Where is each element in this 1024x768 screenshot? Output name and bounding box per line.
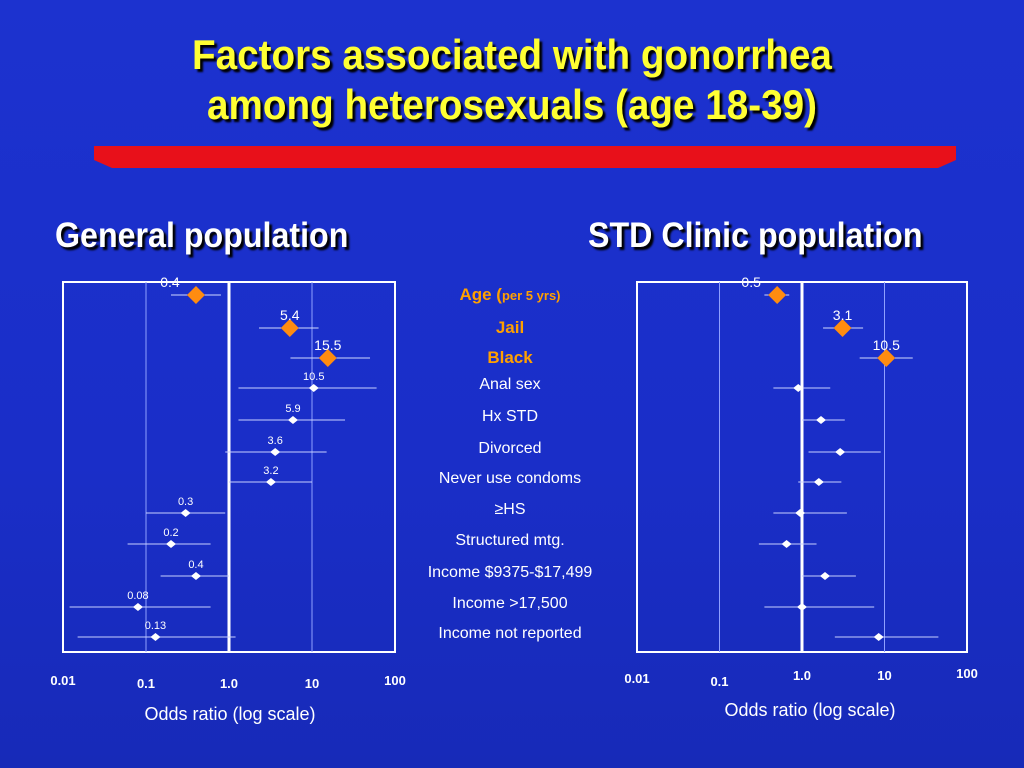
general-data-label: 5.9 (285, 403, 300, 415)
risk-factor-label: Age (per 5 yrs) (459, 285, 560, 304)
clinic-data-label: 10.5 (873, 337, 900, 353)
risk-factor-label: Income $9375-$17,499 (428, 564, 593, 581)
risk-factor-label: Anal sex (479, 376, 540, 393)
general-data-label: 0.4 (188, 559, 203, 571)
general-estimate-marker (190, 572, 201, 580)
general-estimate-marker (265, 478, 276, 486)
risk-factor-label-main: Income >17,500 (452, 595, 567, 612)
risk-factor-label-main: Structured mtg. (455, 532, 564, 549)
risk-factor-label-main: Divorced (478, 440, 541, 457)
general-data-label: 0.08 (127, 590, 148, 602)
risk-factor-label: Jail (496, 318, 524, 337)
risk-factor-label-small: per 5 yrs) (502, 288, 561, 303)
general-x-tick-label: 1.0 (220, 676, 238, 691)
general-data-label: 5.4 (280, 307, 300, 323)
clinic-estimate-marker (795, 509, 806, 517)
title-underline-bar (94, 146, 956, 168)
slide-title: Factors associated with gonorrhea among … (41, 30, 983, 130)
clinic-x-tick-label: 0.1 (710, 674, 728, 689)
risk-factor-label: Structured mtg. (455, 532, 564, 549)
general-x-tick-label: 0.1 (137, 676, 155, 691)
general-data-label: 0.2 (163, 527, 178, 539)
std-clinic-population-heading: STD Clinic population (588, 216, 923, 255)
general-estimate-marker (165, 540, 176, 548)
general-estimate-marker (308, 384, 319, 392)
clinic-x-tick-label: 0.01 (624, 671, 649, 686)
risk-factor-label-main: Age ( (459, 285, 502, 304)
risk-factor-label: Never use condoms (439, 470, 581, 487)
clinic-x-tick-label: 100 (956, 666, 978, 681)
general-data-label: 0.3 (178, 496, 193, 508)
clinic-estimate-marker (877, 349, 896, 367)
clinic-estimate-marker (768, 286, 787, 304)
risk-factor-label-main: Income $9375-$17,499 (428, 564, 593, 581)
clinic-estimate-marker (819, 572, 830, 580)
slide-title-line-2: among heterosexuals (age 18-39) (207, 81, 817, 128)
clinic-estimate-marker (793, 384, 804, 392)
risk-factor-label: Divorced (478, 440, 541, 457)
general-data-label: 10.5 (303, 371, 324, 383)
clinic-estimate-marker (813, 478, 824, 486)
risk-factor-label: Hx STD (482, 408, 538, 425)
general-estimate-marker (318, 349, 337, 367)
general-estimate-marker (280, 319, 299, 337)
general-data-label: 0.4 (160, 274, 180, 290)
clinic-data-label: 0.5 (741, 274, 761, 290)
general-data-label: 3.6 (268, 435, 283, 447)
general-estimate-marker (150, 633, 161, 641)
general-estimate-marker (287, 416, 298, 424)
general-estimate-marker (132, 603, 143, 611)
risk-factor-label-main: Black (487, 348, 533, 367)
general-x-axis-label: Odds ratio (log scale) (144, 704, 315, 724)
general-data-label: 15.5 (314, 337, 341, 353)
clinic-data-label: 3.1 (833, 307, 853, 323)
general-estimate-marker (270, 448, 281, 456)
risk-factor-label-main: ≥HS (494, 501, 525, 518)
general-data-label: 3.2 (263, 465, 278, 477)
clinic-estimate-marker (816, 416, 827, 424)
general-population-heading: General population (55, 216, 349, 255)
clinic-x-tick-label: 1.0 (793, 668, 811, 683)
general-x-tick-label: 10 (305, 676, 319, 691)
general-x-tick-label: 0.01 (50, 673, 75, 688)
general-data-label: 0.13 (145, 620, 166, 632)
general-x-tick-label: 100 (384, 673, 406, 688)
clinic-estimate-marker (797, 603, 807, 611)
clinic-x-axis-label: Odds ratio (log scale) (724, 700, 895, 720)
general-estimate-marker (186, 286, 205, 304)
risk-factor-label: ≥HS (494, 501, 525, 518)
clinic-estimate-marker (873, 633, 884, 641)
risk-factor-label: Income >17,500 (452, 595, 567, 612)
clinic-estimate-marker (781, 540, 792, 548)
risk-factor-label-main: Hx STD (482, 408, 538, 425)
risk-factor-label: Income not reported (438, 625, 581, 642)
clinic-x-tick-label: 10 (877, 668, 891, 683)
slide-title-line-1: Factors associated with gonorrhea (192, 31, 832, 78)
clinic-estimate-marker (833, 319, 852, 337)
risk-factor-label: Black (487, 348, 533, 367)
clinic-estimate-marker (835, 448, 846, 456)
risk-factor-label-main: Never use condoms (439, 470, 581, 487)
risk-factor-label-main: Jail (496, 318, 524, 337)
risk-factor-label-main: Anal sex (479, 376, 540, 393)
risk-factor-label-main: Income not reported (438, 625, 581, 642)
general-estimate-marker (180, 509, 191, 517)
